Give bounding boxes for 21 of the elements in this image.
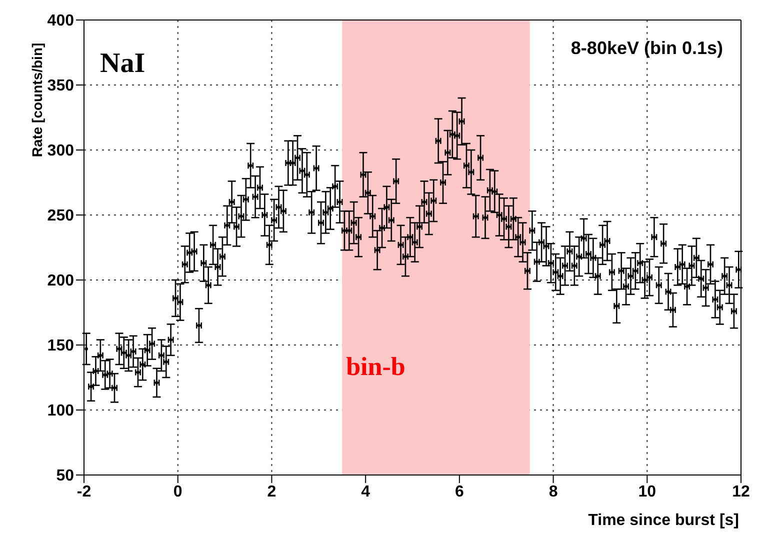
y-tick-label: 250 bbox=[47, 208, 74, 225]
x-tick-label: -2 bbox=[76, 483, 92, 500]
y-axis-title: Rate [counts/bin] bbox=[29, 42, 45, 158]
y-tick-label: 350 bbox=[47, 78, 74, 95]
x-tick-label: 2 bbox=[267, 483, 276, 500]
x-tick-label: 10 bbox=[638, 483, 656, 500]
x-tick-label: 6 bbox=[454, 483, 464, 500]
x-tick-label: 0 bbox=[173, 483, 182, 500]
x-axis-title: Time since burst [s] bbox=[588, 512, 739, 529]
y-tick-label: 300 bbox=[47, 142, 74, 160]
y-tick-label: 400 bbox=[47, 12, 74, 30]
y-tick-label: 200 bbox=[47, 272, 74, 290]
y-tick-label: 150 bbox=[47, 338, 74, 355]
annotation: NaI bbox=[100, 48, 146, 80]
annotation: 8-80keV (bin 0.1s) bbox=[570, 38, 723, 59]
y-tick-label: 100 bbox=[47, 402, 74, 420]
y-tick-label: 50 bbox=[56, 468, 74, 485]
x-tick-label: 4 bbox=[361, 483, 370, 500]
band-label: bin-b bbox=[346, 352, 406, 381]
x-tick-label: 12 bbox=[732, 483, 750, 500]
x-tick-label: 8 bbox=[548, 483, 558, 500]
